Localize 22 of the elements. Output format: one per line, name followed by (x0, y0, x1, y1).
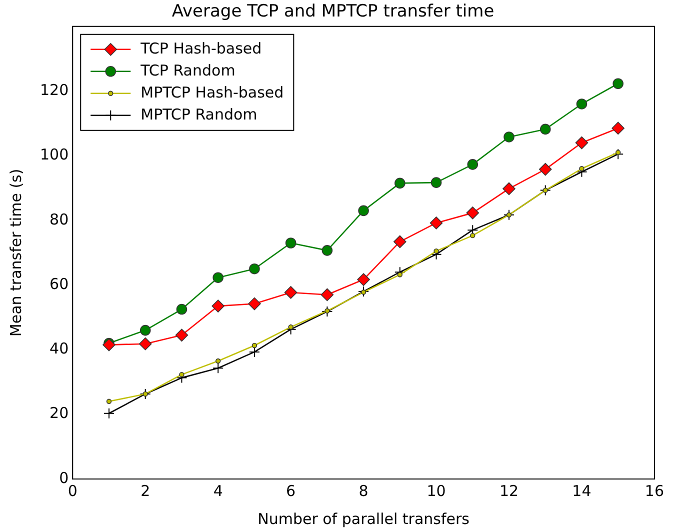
x-tick-label: 4 (213, 482, 223, 500)
chart-title: Average TCP and MPTCP transfer time (172, 2, 494, 22)
y-tick-label: 60 (50, 274, 69, 293)
y-tick-label: 120 (40, 80, 69, 99)
legend-label: TCP Random (140, 61, 236, 80)
x-tick-label: 2 (140, 482, 150, 500)
y-tick-label: 40 (50, 340, 69, 358)
x-tick-label: 14 (572, 482, 592, 500)
y-tick-label: 100 (40, 146, 69, 164)
legend-label: TCP Hash-based (140, 39, 262, 58)
x-tick-label: 12 (499, 482, 519, 500)
x-tick-label: 10 (426, 482, 446, 500)
x-tick-label: 8 (358, 482, 368, 500)
y-tick-label: 0 (59, 468, 69, 487)
y-axis-title: Mean transfer time (s) (6, 168, 25, 337)
y-tick-label: 80 (50, 210, 69, 228)
x-tick-label: 16 (644, 482, 664, 500)
legend-label: MPTCP Hash-based (140, 83, 284, 102)
y-tick-label: 20 (50, 404, 69, 422)
x-tick-label: 6 (286, 482, 296, 500)
x-axis-title: Number of parallel transfers (258, 510, 470, 528)
legend-label: MPTCP Random (140, 105, 258, 124)
